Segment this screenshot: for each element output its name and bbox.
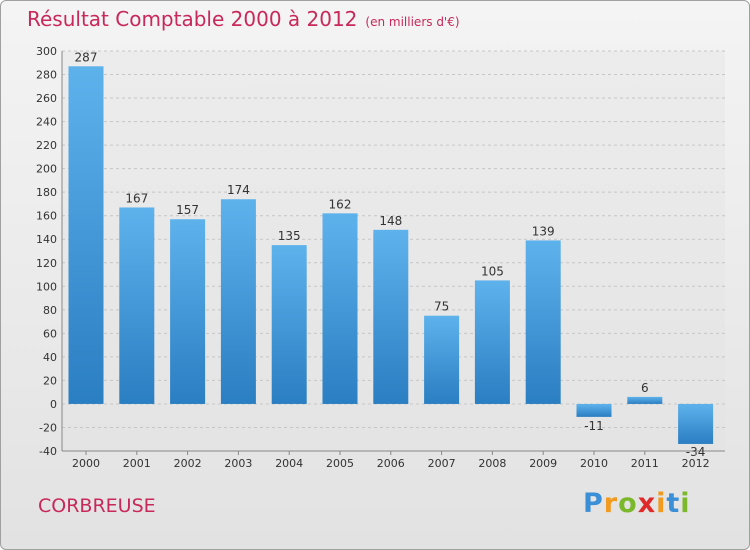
y-tick-label: 160 [36,210,57,223]
x-tick-label: 2009 [529,457,557,470]
title-text: Résultat Comptable 2000 à 2012 [27,7,358,31]
data-label: 135 [278,229,301,243]
bar [170,219,206,404]
y-tick-label: 220 [36,139,57,152]
bar [373,229,409,404]
x-tick-label: 2001 [123,457,151,470]
x-tick-label: 2000 [72,457,100,470]
logo-letter: t [666,488,681,519]
x-tick-label: 2002 [174,457,202,470]
logo-letter: i [680,488,691,519]
y-tick-label: 60 [43,327,57,340]
y-tick-label: 140 [36,233,57,246]
x-tick-label: 2007 [428,457,456,470]
x-tick-label: 2012 [682,457,710,470]
data-label: 148 [379,214,402,228]
bar [678,403,714,444]
bar [424,315,460,404]
bar [220,199,256,404]
y-tick-label: -20 [39,421,57,434]
x-tick-label: 2010 [580,457,608,470]
bar [119,207,155,404]
y-tick-label: 200 [36,163,57,176]
x-tick-label: 2011 [631,457,659,470]
x-tick-label: 2005 [326,457,354,470]
y-tick-label: -40 [39,445,57,458]
bar [68,66,104,404]
y-tick-label: 120 [36,257,57,270]
bar [474,280,510,404]
y-tick-label: 0 [50,398,57,411]
y-tick-label: 180 [36,186,57,199]
bar [271,245,307,404]
logo-letter: P [583,488,604,519]
y-tick-label: 20 [43,374,57,387]
y-tick-label: 40 [43,351,57,364]
data-label: 75 [434,300,449,314]
data-label: 167 [125,191,148,205]
data-label: -11 [584,419,604,433]
bar [576,403,612,417]
x-tick-label: 2008 [478,457,506,470]
x-tick-label: 2004 [275,457,303,470]
y-tick-label: 300 [36,45,57,58]
y-tick-label: 280 [36,69,57,82]
data-label: 6 [641,381,649,395]
logo-letter: r [603,488,619,519]
x-tick-label: 2003 [224,457,252,470]
x-tick-label: 2006 [377,457,405,470]
chart-title: Résultat Comptable 2000 à 2012 (en millie… [27,7,460,31]
unit-note: (en milliers d'€) [365,15,460,29]
y-tick-label: 80 [43,304,57,317]
data-label: 139 [532,224,555,238]
y-tick-label: 240 [36,116,57,129]
commune-name: CORBREUSE [38,495,156,517]
logo-letter: o [618,488,638,519]
y-tick-label: 100 [36,280,57,293]
data-label: 105 [481,264,504,278]
data-label: 162 [329,197,352,211]
proxiti-logo: Proxiti [583,488,691,519]
data-label: 174 [227,183,250,197]
data-label: 287 [75,50,98,64]
data-label: 157 [176,203,199,217]
bar [525,240,561,404]
logo-letter: x [637,488,657,519]
y-tick-label: 260 [36,92,57,105]
bar [322,213,358,404]
bar [627,396,663,404]
logo-letter: i [656,488,667,519]
